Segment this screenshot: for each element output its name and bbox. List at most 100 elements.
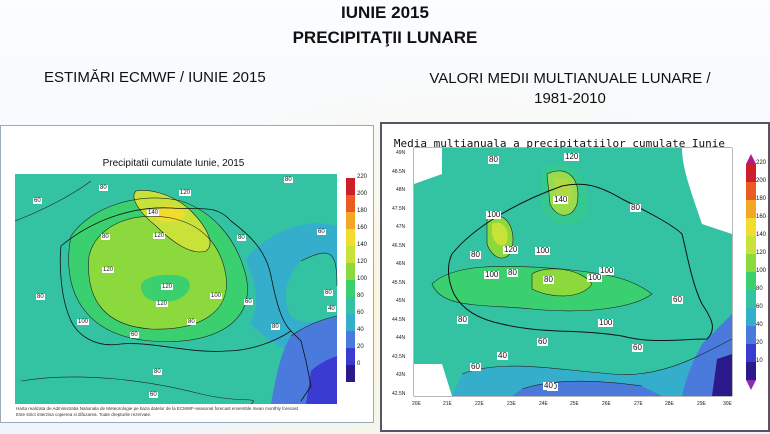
- climatology-map-title: Media multianuala a precipitatiilor cumu…: [393, 137, 726, 150]
- footnote-line1: Harta realizata de Administratia Nationa…: [16, 406, 299, 411]
- climatology-map: 49N 48.5N 48N 47.5N 47N 46.5N 46N 45.5N 45N 44…: [392, 147, 756, 407]
- legend-tick-label: 20: [756, 340, 763, 346]
- contour-label: 40: [497, 351, 508, 360]
- legend-tick-label: 10: [756, 358, 763, 364]
- contour-label: 60: [130, 332, 139, 338]
- legend-tick-label: 160: [756, 214, 767, 220]
- contour-label: 120: [564, 152, 580, 161]
- contour-label: 80: [36, 294, 45, 300]
- page-title: IUNIE 2015: [341, 3, 429, 22]
- contour-label: 60: [324, 290, 333, 296]
- contour-label: 80: [630, 203, 641, 212]
- contour-label: 40: [327, 306, 336, 312]
- forecast-legend: [346, 178, 355, 382]
- svg-text:24E: 24E: [539, 401, 549, 407]
- svg-text:22E: 22E: [475, 401, 485, 407]
- contour-label: 100: [210, 293, 223, 299]
- contour-label: 60: [470, 362, 481, 371]
- right-heading-line2: 1981-2010: [534, 90, 606, 107]
- svg-text:47.5N: 47.5N: [392, 206, 406, 212]
- contour-label: 80: [488, 155, 499, 164]
- contour-label: 80: [153, 369, 162, 375]
- svg-text:21E: 21E: [443, 401, 453, 407]
- legend-tick-label: 40: [357, 327, 364, 333]
- legend-tick-label: 60: [756, 304, 763, 310]
- svg-text:46N: 46N: [396, 261, 406, 267]
- legend-tick-label: 180: [756, 196, 767, 202]
- legend-tick-label: 0: [357, 361, 361, 367]
- svg-text:43.5N: 43.5N: [392, 354, 406, 360]
- legend-tick-label: 220: [357, 174, 368, 180]
- svg-text:49N: 49N: [396, 150, 406, 156]
- contour-label: 80: [271, 324, 280, 330]
- svg-text:26E: 26E: [602, 401, 612, 407]
- svg-text:47N: 47N: [396, 224, 406, 230]
- legend-tick-label: 200: [756, 178, 767, 184]
- contour-label: 40: [543, 381, 554, 390]
- contour-label: 100: [486, 210, 502, 219]
- contour-label: 80: [470, 250, 481, 259]
- svg-text:23E: 23E: [507, 401, 517, 407]
- contour-label: 120: [161, 284, 174, 290]
- svg-text:43N: 43N: [396, 372, 406, 378]
- contour-label: 100: [77, 319, 90, 325]
- contour-label: 120: [156, 301, 169, 307]
- climatology-legend: [746, 154, 756, 390]
- svg-text:27E: 27E: [634, 401, 644, 407]
- contour-label: 120: [179, 190, 192, 196]
- legend-tick-label: 120: [357, 259, 368, 265]
- contour-label: 140: [553, 195, 569, 204]
- svg-text:25E: 25E: [570, 401, 580, 407]
- contour-label: 100: [535, 246, 551, 255]
- contour-label: 120: [503, 245, 519, 254]
- contour-label: 80: [284, 177, 293, 183]
- legend-tick-label: 220: [756, 160, 767, 166]
- legend-tick-label: 40: [756, 322, 763, 328]
- contour-label: 120: [102, 267, 115, 273]
- legend-tick-label: 100: [357, 276, 368, 282]
- legend-tick-label: 200: [357, 191, 368, 197]
- legend-tick-label: 20: [357, 344, 364, 350]
- contour-label: 100: [484, 270, 500, 279]
- contour-label: 60: [244, 299, 253, 305]
- legend-tick-label: 60: [357, 310, 364, 316]
- contour-label: 60: [317, 229, 326, 235]
- legend-tick-label: 160: [357, 225, 368, 231]
- contour-label: 100: [587, 273, 603, 282]
- forecast-map-panel: Precipitatii cumulate Iunie, 2015: [0, 125, 374, 423]
- right-heading: VALORI MEDII MULTIANUALE LUNARE / 1981-2…: [380, 69, 760, 109]
- svg-text:45.5N: 45.5N: [392, 280, 406, 286]
- left-heading: ESTIMĂRI ECMWF / IUNIE 2015: [44, 69, 266, 86]
- contour-label: 80: [101, 234, 110, 240]
- legend-tick-label: 80: [756, 286, 763, 292]
- svg-text:30E: 30E: [723, 401, 733, 407]
- contour-label: 80: [237, 235, 246, 241]
- svg-text:44N: 44N: [396, 335, 406, 341]
- contour-label: 100: [598, 318, 614, 327]
- svg-text:20E: 20E: [412, 401, 422, 407]
- forecast-map: [14, 174, 355, 405]
- contour-label: 140: [147, 210, 160, 216]
- footnote-line2: Este strict interzisa copierea si difuza…: [16, 412, 152, 417]
- legend-tick-label: 80: [357, 293, 364, 299]
- legend-tick-label: 180: [357, 208, 368, 214]
- svg-text:48.5N: 48.5N: [392, 169, 406, 175]
- svg-text:44.5N: 44.5N: [392, 317, 406, 323]
- contour-label: 60: [149, 392, 158, 398]
- contour-label: 120: [153, 233, 166, 239]
- contour-label: 60: [33, 198, 42, 204]
- forecast-map-title: Precipitatii cumulate Iunie, 2015: [102, 158, 245, 169]
- contour-label: 80: [187, 319, 196, 325]
- contour-label: 100: [599, 266, 615, 275]
- page-subtitle: PRECIPITAŢII LUNARE: [292, 28, 478, 47]
- contour-label: 60: [632, 343, 643, 352]
- svg-text:42.5N: 42.5N: [392, 391, 406, 397]
- svg-text:28E: 28E: [665, 401, 675, 407]
- contour-label: 60: [537, 337, 548, 346]
- legend-tick-label: 120: [756, 250, 767, 256]
- svg-text:48N: 48N: [396, 187, 406, 193]
- legend-tick-label: 140: [756, 232, 767, 238]
- svg-text:46.5N: 46.5N: [392, 243, 406, 249]
- contour-label: 80: [507, 268, 518, 277]
- legend-tick-label: 140: [357, 242, 368, 248]
